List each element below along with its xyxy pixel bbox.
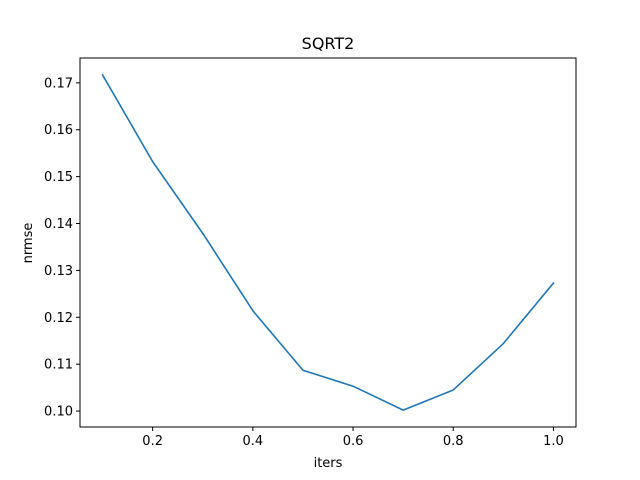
y-tick-label: 0.15 [44,170,73,185]
y-tick-label: 0.16 [44,123,73,138]
x-tick-label: 0.4 [243,434,264,449]
y-tick-label: 0.13 [44,264,73,279]
y-axis-label: nrmse [21,223,36,264]
series-line [101,73,555,411]
x-axis-label: iters [314,456,343,471]
y-tick-label: 0.14 [44,217,73,232]
chart-title: SQRT2 [302,34,355,53]
x-tick-label: 0.2 [142,434,163,449]
plot-area [80,58,576,427]
y-tick-label: 0.17 [44,76,73,91]
x-tick-label: 0.6 [343,434,364,449]
x-tick-label: 1.0 [543,434,564,449]
y-tick-label: 0.10 [44,405,73,420]
series-layer [101,73,555,411]
plot-frame [79,57,577,428]
x-axis-ticks: 0.2 0.4 0.6 0.8 1.0 [142,427,564,449]
y-tick-label: 0.12 [44,311,73,326]
x-tick-label: 0.8 [443,434,464,449]
y-tick-label: 0.11 [44,358,73,373]
y-axis-ticks: 0.10 0.11 0.12 0.13 0.14 0.15 0.16 0.17 [44,76,80,420]
